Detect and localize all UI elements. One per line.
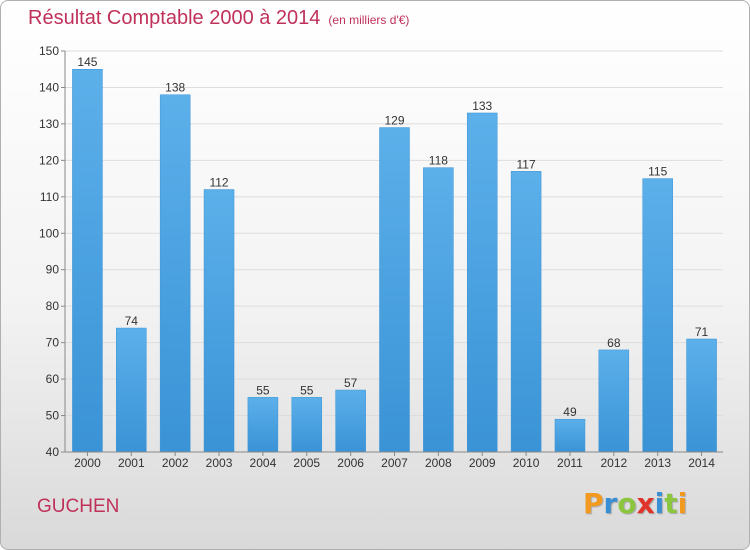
x-tick-label: 2005 (293, 456, 320, 470)
logo-letter: t (664, 487, 678, 520)
y-tick-label: 150 (39, 44, 59, 58)
logo-letter: i (677, 487, 688, 520)
proxiti-logo[interactable]: Proxiti (583, 487, 687, 520)
x-tick-label: 2006 (337, 456, 364, 470)
y-tick-label: 120 (39, 153, 59, 167)
y-tick-label: 40 (46, 445, 60, 459)
bar (335, 389, 366, 453)
data-label: 118 (429, 154, 448, 168)
town-name: GUCHEN (37, 496, 120, 517)
x-tick-label: 2009 (469, 456, 496, 470)
y-tick-label: 90 (46, 263, 60, 277)
bar (466, 112, 498, 453)
bar (423, 167, 454, 453)
bar (554, 418, 586, 453)
logo-letter: r (603, 487, 618, 520)
chart-subtitle: (en milliers d'€) (328, 13, 410, 27)
axes: 40 50 60 70 80 90 100 110 120 130 140 150 2000 2001 20… (39, 44, 723, 470)
chart-title: Résultat Comptable 2000 à 2014 (en millie… (28, 7, 409, 30)
bar (291, 397, 323, 453)
y-tick-label: 140 (39, 80, 59, 94)
data-label: 112 (209, 176, 228, 190)
y-tick-label: 60 (46, 372, 60, 386)
data-label: 115 (648, 165, 667, 179)
x-tick-label: 2004 (250, 456, 277, 470)
y-tick-label: 130 (39, 117, 59, 131)
bar (247, 397, 279, 453)
data-label: 133 (472, 99, 492, 113)
logo-letter: o (617, 487, 637, 520)
y-tick-label: 100 (39, 226, 59, 240)
x-tick-label: 2002 (162, 456, 189, 470)
chart-title-text: Résultat Comptable 2000 à 2014 (28, 7, 321, 29)
x-tick-label: 2011 (557, 456, 583, 470)
data-label: 129 (384, 114, 404, 128)
data-label: 74 (125, 314, 139, 328)
x-tick-label: 2001 (118, 456, 145, 470)
x-tick-label: 2010 (513, 456, 540, 470)
logo-letter: x (636, 487, 655, 520)
data-label: 68 (607, 336, 621, 350)
data-label: 145 (77, 55, 97, 69)
bar (379, 127, 410, 453)
data-label: 55 (256, 383, 270, 397)
data-label: 55 (300, 383, 314, 397)
data-label: 117 (517, 157, 536, 171)
logo-letter: P (583, 487, 604, 520)
bar (642, 178, 673, 453)
y-tick-label: 50 (46, 409, 60, 423)
x-tick-label: 2000 (74, 456, 101, 470)
bar (598, 349, 630, 453)
logo-letter: i (654, 487, 665, 520)
x-tick-label: 2014 (688, 456, 715, 470)
x-tick-label: 2013 (644, 456, 671, 470)
y-tick-label: 80 (46, 299, 60, 313)
bars: 145 74 138 112 55 55 57 129 118 133 117 49 68 115 71 (72, 55, 717, 453)
y-tick-label: 110 (40, 190, 59, 204)
bar (159, 94, 191, 453)
x-tick-label: 2012 (600, 456, 627, 470)
bar (510, 171, 542, 453)
data-label: 71 (695, 325, 709, 339)
x-tick-label: 2007 (381, 456, 408, 470)
bar (116, 327, 147, 453)
x-tick-label: 2003 (206, 456, 233, 470)
data-label: 49 (563, 405, 577, 419)
data-label: 57 (344, 376, 358, 390)
bar (203, 189, 235, 453)
data-label: 138 (165, 81, 185, 95)
bar (72, 68, 103, 453)
x-tick-label: 2008 (425, 456, 452, 470)
y-tick-label: 70 (46, 336, 60, 350)
bar (686, 338, 717, 453)
